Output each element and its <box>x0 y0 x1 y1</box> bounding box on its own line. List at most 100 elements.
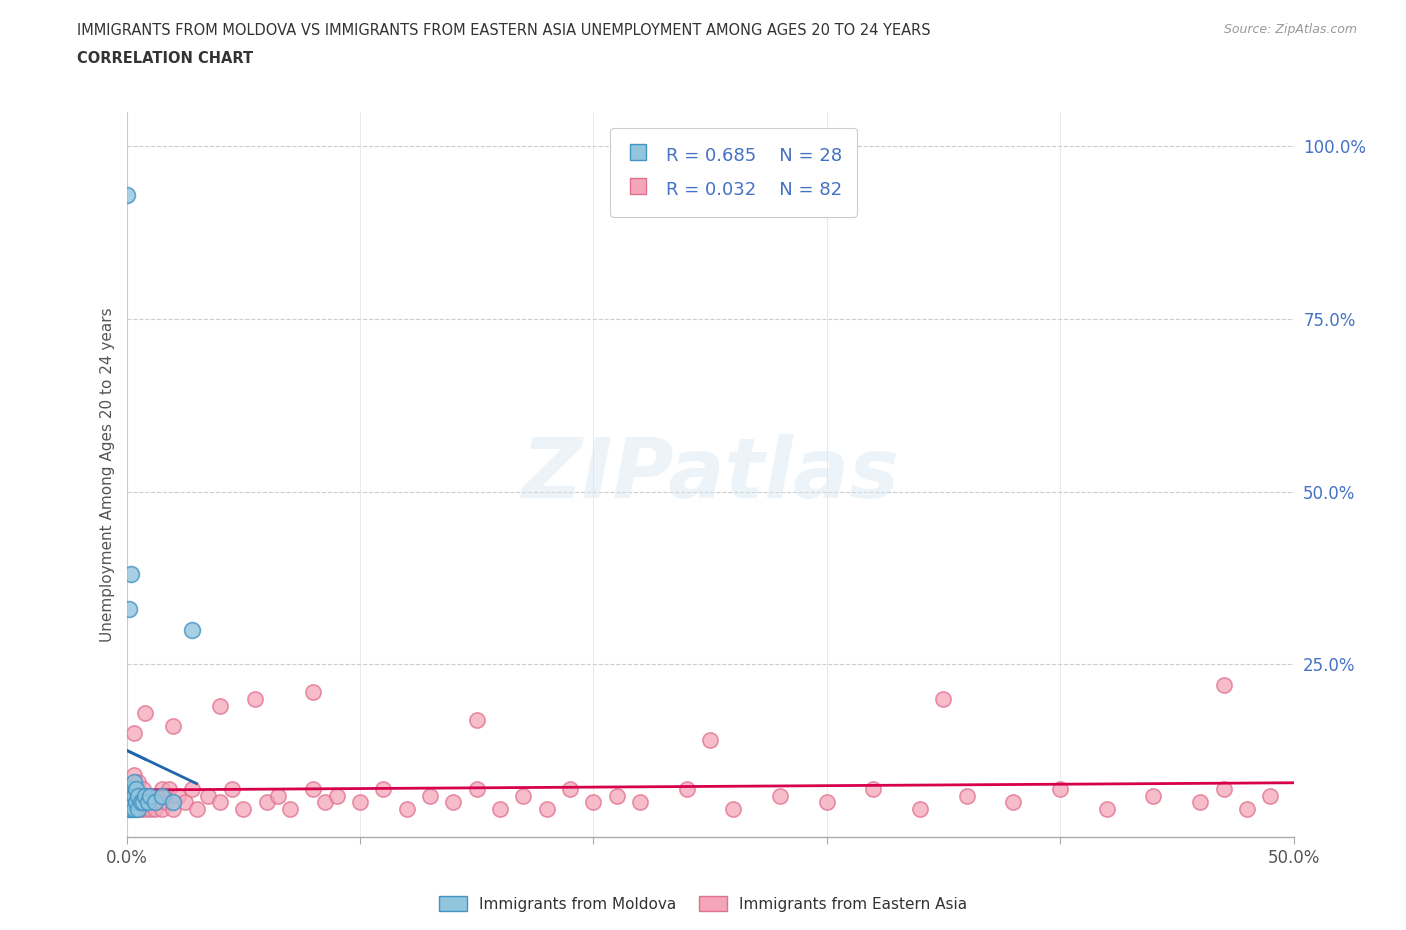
Text: CORRELATION CHART: CORRELATION CHART <box>77 51 253 66</box>
Point <box>465 712 488 727</box>
Point <box>117 795 139 810</box>
Point <box>118 795 141 810</box>
Point <box>349 795 371 810</box>
Point <box>441 795 464 810</box>
Point <box>325 788 347 803</box>
Point <box>120 802 142 817</box>
Point <box>815 795 838 810</box>
Point <box>143 802 166 817</box>
Point <box>153 788 176 803</box>
Point <box>141 795 163 810</box>
Point <box>122 775 145 790</box>
Point <box>174 795 197 810</box>
Point <box>150 802 173 817</box>
Point <box>120 802 142 817</box>
Point <box>118 781 141 796</box>
Point <box>155 795 177 810</box>
Point <box>118 781 141 796</box>
Point <box>243 691 266 706</box>
Point <box>132 795 155 810</box>
Point <box>536 802 558 817</box>
Point <box>465 781 488 796</box>
Text: Source: ZipAtlas.com: Source: ZipAtlas.com <box>1223 23 1357 36</box>
Point <box>115 187 138 202</box>
Point <box>157 781 180 796</box>
Point <box>221 781 243 796</box>
Point <box>122 788 145 803</box>
Text: IMMIGRANTS FROM MOLDOVA VS IMMIGRANTS FROM EASTERN ASIA UNEMPLOYMENT AMONG AGES : IMMIGRANTS FROM MOLDOVA VS IMMIGRANTS FR… <box>77 23 931 38</box>
Point <box>180 622 202 637</box>
Point <box>129 802 152 817</box>
Point <box>512 788 534 803</box>
Point <box>395 802 418 817</box>
Point <box>628 795 651 810</box>
Legend: R = 0.685    N = 28, R = 0.032    N = 82: R = 0.685 N = 28, R = 0.032 N = 82 <box>610 128 856 217</box>
Point <box>139 802 162 817</box>
Point <box>162 719 184 734</box>
Point <box>606 788 628 803</box>
Point <box>148 795 170 810</box>
Point <box>122 767 145 782</box>
Point <box>120 788 142 803</box>
Point <box>489 802 512 817</box>
Point <box>208 795 231 810</box>
Point <box>908 802 931 817</box>
Point <box>699 733 721 748</box>
Point <box>127 775 149 790</box>
Point <box>139 788 162 803</box>
Point <box>146 788 169 803</box>
Point <box>122 781 145 796</box>
Point <box>129 795 152 810</box>
Point <box>118 788 141 803</box>
Point <box>419 788 441 803</box>
Point <box>1212 678 1234 693</box>
Point <box>118 602 141 617</box>
Point <box>278 802 301 817</box>
Point <box>129 788 152 803</box>
Point <box>150 788 173 803</box>
Point <box>723 802 745 817</box>
Point <box>127 795 149 810</box>
Point <box>121 795 143 810</box>
Point <box>1258 788 1281 803</box>
Point <box>256 795 278 810</box>
Point <box>125 788 148 803</box>
Point <box>120 567 142 582</box>
Point <box>117 781 139 796</box>
Point <box>956 788 979 803</box>
Point <box>1095 802 1118 817</box>
Y-axis label: Unemployment Among Ages 20 to 24 years: Unemployment Among Ages 20 to 24 years <box>100 307 115 642</box>
Point <box>143 795 166 810</box>
Point <box>134 802 156 817</box>
Point <box>125 802 148 817</box>
Point <box>134 788 156 803</box>
Point <box>122 802 145 817</box>
Point <box>118 802 141 817</box>
Point <box>186 802 208 817</box>
Point <box>1189 795 1212 810</box>
Point <box>134 788 156 803</box>
Point <box>582 795 605 810</box>
Point <box>125 781 148 796</box>
Point <box>1142 788 1164 803</box>
Point <box>675 781 697 796</box>
Point <box>134 705 156 720</box>
Point <box>197 788 219 803</box>
Point <box>150 781 173 796</box>
Point <box>139 788 162 803</box>
Legend: Immigrants from Moldova, Immigrants from Eastern Asia: Immigrants from Moldova, Immigrants from… <box>433 889 973 918</box>
Point <box>125 795 148 810</box>
Point <box>127 802 149 817</box>
Point <box>232 802 254 817</box>
Point <box>118 795 141 810</box>
Point <box>136 795 159 810</box>
Point <box>862 781 884 796</box>
Point <box>1002 795 1025 810</box>
Point <box>127 788 149 803</box>
Point <box>314 795 336 810</box>
Point <box>302 684 325 699</box>
Point <box>162 795 184 810</box>
Point <box>122 795 145 810</box>
Point <box>180 781 202 796</box>
Point <box>932 691 955 706</box>
